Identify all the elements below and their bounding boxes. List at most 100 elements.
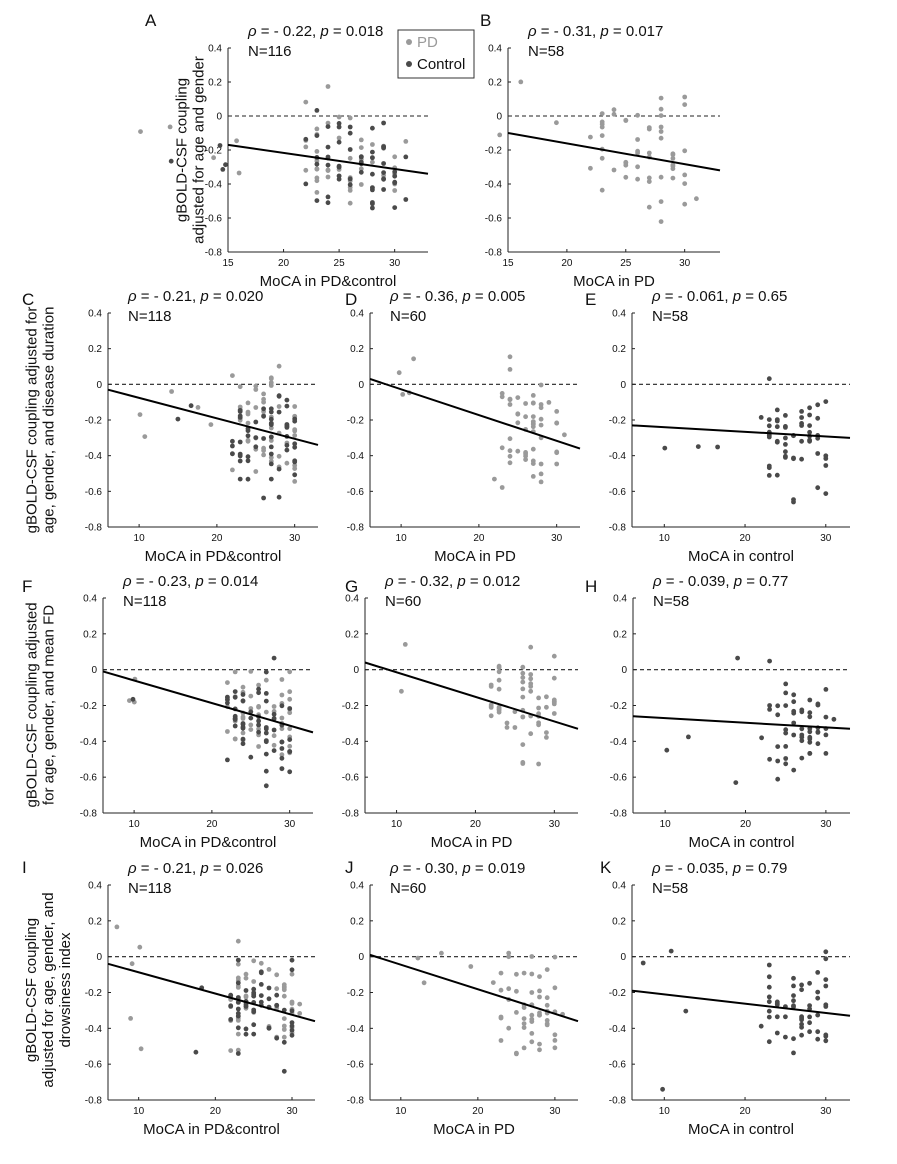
pd-point bbox=[528, 672, 534, 677]
control-point bbox=[325, 162, 331, 168]
y-tick-label: 0 bbox=[216, 112, 222, 123]
control-point bbox=[271, 748, 277, 753]
p-value: = 0.026 bbox=[209, 860, 264, 877]
pd-point bbox=[599, 119, 605, 125]
control-point bbox=[370, 200, 375, 205]
control-point bbox=[230, 451, 235, 457]
control-point bbox=[815, 989, 821, 995]
y-tick-label: -0.2 bbox=[609, 988, 627, 999]
control-point bbox=[791, 732, 797, 738]
pd-point bbox=[551, 698, 557, 704]
control-point bbox=[232, 694, 238, 700]
y-tick-label: -0.4 bbox=[85, 1024, 103, 1035]
pd-point bbox=[279, 715, 285, 721]
pd-point bbox=[537, 988, 542, 994]
control-point bbox=[783, 703, 789, 708]
pd-point bbox=[623, 160, 629, 166]
y-tick-label: -0.2 bbox=[610, 701, 628, 712]
control-point bbox=[766, 465, 772, 471]
control-point bbox=[815, 1012, 821, 1018]
pd-point bbox=[658, 174, 664, 180]
y-tick-label: 0 bbox=[353, 665, 359, 676]
pd-point bbox=[325, 84, 331, 89]
control-point bbox=[791, 975, 796, 981]
x-tick-label: 10 bbox=[395, 1106, 407, 1117]
control-point bbox=[815, 485, 821, 491]
pd-point bbox=[536, 722, 541, 728]
y-tick-label: -0.2 bbox=[85, 416, 103, 427]
y-axis-label-line: age, gender, and disease duration bbox=[41, 307, 58, 534]
control-point bbox=[775, 776, 781, 782]
pd-point bbox=[529, 1016, 535, 1022]
control-point bbox=[735, 655, 740, 661]
control-point bbox=[271, 711, 277, 717]
pd-point bbox=[658, 199, 664, 205]
control-point bbox=[823, 1032, 829, 1038]
control-point bbox=[775, 712, 781, 718]
p-value: = 0.012 bbox=[466, 573, 521, 590]
y-tick-label: -0.2 bbox=[347, 416, 365, 427]
control-point bbox=[392, 169, 398, 175]
p-value: = 0.017 bbox=[609, 23, 664, 40]
regression-line bbox=[369, 378, 581, 450]
pd-point bbox=[314, 175, 320, 181]
control-point bbox=[223, 162, 228, 168]
control-point bbox=[807, 1029, 812, 1035]
pd-point bbox=[554, 449, 560, 455]
control-point bbox=[766, 984, 772, 990]
control-point bbox=[767, 756, 772, 762]
x-axis-label: MoCA in PD bbox=[433, 1121, 515, 1138]
control-point bbox=[783, 690, 789, 696]
control-point bbox=[240, 736, 246, 742]
rho-symbol: ρ bbox=[527, 23, 537, 40]
pd-point bbox=[544, 967, 550, 972]
pd-point bbox=[514, 1051, 519, 1057]
pd-point bbox=[421, 980, 427, 986]
pd-point bbox=[538, 402, 544, 407]
control-point bbox=[217, 143, 223, 148]
control-point bbox=[799, 707, 805, 713]
control-point bbox=[325, 200, 331, 206]
x-tick-label: 20 bbox=[206, 819, 218, 830]
rho-symbol: ρ bbox=[127, 288, 137, 305]
pd-point bbox=[274, 972, 280, 978]
pd-point bbox=[253, 383, 259, 389]
y-tick-label: 0.2 bbox=[612, 344, 626, 355]
control-point bbox=[381, 176, 386, 182]
pd-point bbox=[507, 460, 513, 466]
stat-text: ρ = - 0.22, p = 0.018 bbox=[247, 23, 383, 40]
control-point bbox=[263, 725, 269, 730]
stat-text: ρ = - 0.061, p = 0.65 bbox=[651, 288, 787, 305]
pd-point bbox=[336, 114, 342, 120]
y-tick-label: -0.2 bbox=[347, 988, 365, 999]
control-point bbox=[235, 1013, 241, 1019]
control-point bbox=[225, 757, 230, 763]
pd-point bbox=[499, 485, 505, 490]
pd-point bbox=[314, 166, 320, 172]
control-point bbox=[774, 1000, 780, 1006]
pd-point bbox=[208, 422, 214, 427]
pd-point bbox=[263, 709, 269, 715]
pd-point bbox=[225, 680, 230, 685]
control-point bbox=[766, 423, 772, 429]
control-point bbox=[815, 995, 821, 1001]
pd-point bbox=[248, 693, 254, 699]
y-tick-label: -0.2 bbox=[485, 146, 503, 157]
pd-point bbox=[515, 448, 521, 454]
regression-line bbox=[507, 132, 721, 172]
pd-point bbox=[271, 704, 277, 709]
control-point bbox=[370, 149, 375, 155]
pd-point bbox=[520, 686, 526, 692]
pd-point bbox=[347, 155, 353, 161]
pd-point bbox=[253, 469, 259, 474]
rho-symbol: ρ bbox=[652, 573, 662, 590]
control-point bbox=[279, 746, 285, 751]
control-point bbox=[807, 405, 812, 411]
control-point bbox=[392, 205, 398, 211]
pd-point bbox=[276, 363, 282, 369]
control-point bbox=[823, 977, 829, 982]
pd-point bbox=[670, 151, 676, 157]
pd-point bbox=[521, 1016, 527, 1021]
y-axis-label-line: gBOLD-CSF coupling adjusted for bbox=[24, 307, 41, 534]
control-point bbox=[807, 1020, 812, 1026]
